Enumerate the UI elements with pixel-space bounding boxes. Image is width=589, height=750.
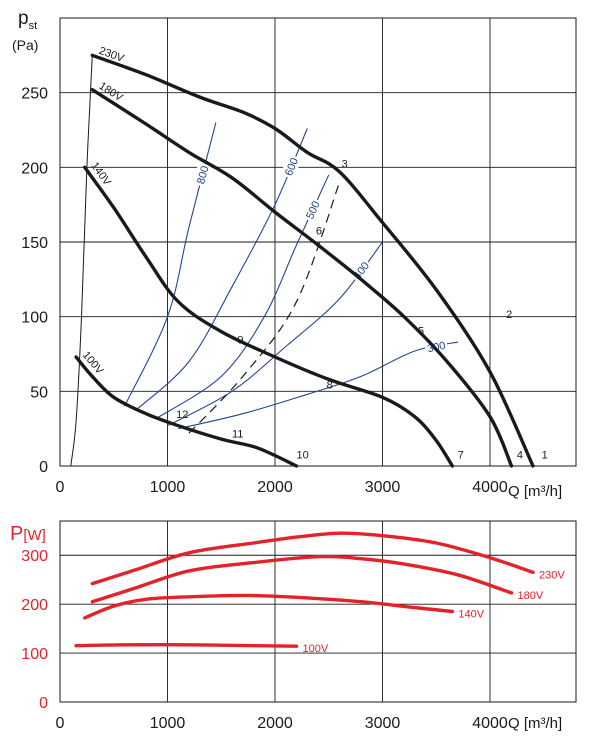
operating-point-1: 1: [542, 450, 548, 462]
pressure-x-tick-label: 4000: [472, 479, 508, 496]
pressure-curves: [74, 53, 535, 468]
pressure-curve-140V: [83, 165, 455, 468]
rpm-label-bg: [280, 153, 302, 180]
operating-point-11: 11: [232, 429, 243, 441]
envelope-line: [70, 55, 93, 467]
pressure-axis-unit: (Pa): [12, 37, 38, 53]
power-curve-label-230V: 230V: [539, 569, 565, 581]
power-chart-frame: [59, 520, 577, 703]
power-x-tick-label: 2000: [257, 715, 293, 732]
rpm-line-500: [156, 174, 330, 419]
rpm-line-600: [134, 128, 308, 412]
power-curves: [74, 531, 535, 648]
power-y-tick-label: 300: [21, 548, 48, 565]
pressure-x-tick-label: 2000: [257, 479, 293, 496]
flow-axis-title-bottom: Q [m³/h]: [508, 715, 562, 732]
power-x-tick-label: 3000: [365, 715, 401, 732]
power-curve-label-180V: 180V: [518, 590, 544, 602]
pressure-curve-100V: [74, 355, 299, 468]
operating-point-6: 6: [316, 226, 322, 238]
operating-point-12: 12: [176, 409, 188, 421]
pressure-y-tick-label: 100: [21, 310, 48, 327]
pressure-x-tick-label: 1000: [150, 479, 186, 496]
power-chart-grid: [60, 521, 576, 702]
pressure-y-tick-label: 250: [21, 86, 48, 103]
pressure-x-tick-label: 3000: [365, 479, 401, 496]
pressure-x-tick-label: 0: [56, 479, 65, 496]
rpm-label-800: 800: [195, 165, 211, 186]
operating-point-10: 10: [297, 450, 309, 462]
pressure-y-tick-label: 0: [39, 459, 48, 476]
operating-point-3: 3: [342, 158, 348, 170]
dashed-reference-line: [188, 182, 341, 434]
power-curve-100V: [74, 642, 299, 648]
pressure-chart-ticks: 0 1000 2000 3000 4000 0 50 100 150 200 250: [21, 86, 508, 496]
operating-point-9: 9: [237, 335, 243, 347]
dashed-line-group: [70, 55, 341, 467]
pressure-curve-180V: [90, 88, 514, 468]
power-x-tick-label: 4000: [472, 715, 508, 732]
power-curve-230V: [90, 531, 535, 586]
power-curve-140V: [83, 593, 455, 620]
pressure-curve-label-100V: 100V: [80, 349, 106, 377]
rpm-line-300: [178, 341, 458, 430]
power-x-tick-label: 0: [56, 715, 65, 732]
power-y-tick-label: 0: [39, 695, 48, 712]
power-axis-title: P[W]: [10, 523, 46, 545]
operating-point-5: 5: [418, 326, 424, 338]
power-curve-labels: 230V 180V 140V 100V: [303, 569, 566, 655]
pressure-curve-230V: [90, 53, 535, 468]
operating-point-7: 7: [458, 450, 464, 462]
power-chart-ticks: 0 1000 2000 3000 4000 0 100 200 300: [21, 548, 508, 732]
power-curve-180V: [90, 554, 514, 604]
power-curve-label-100V: 100V: [303, 643, 329, 655]
pressure-curve-label-140V: 140V: [88, 160, 113, 188]
pressure-axis-title: pst: [18, 8, 37, 32]
flow-axis-title-top: Q [m³/h]: [508, 483, 562, 500]
power-y-tick-label: 100: [21, 646, 48, 663]
pressure-y-tick-label: 50: [30, 384, 48, 401]
power-curve-label-140V: 140V: [458, 609, 484, 621]
pressure-y-tick-label: 150: [21, 235, 48, 252]
rpm-line-400: [167, 241, 383, 427]
operating-point-8: 8: [327, 379, 333, 391]
rpm-label-bg: [192, 162, 212, 188]
pressure-y-tick-label: 200: [21, 160, 48, 177]
pressure-chart-frame: [59, 17, 577, 467]
operating-point-2: 2: [506, 309, 512, 321]
power-y-tick-label: 200: [21, 597, 48, 614]
power-x-tick-label: 1000: [150, 715, 186, 732]
operating-point-4: 4: [517, 450, 523, 462]
rpm-label-bg: [348, 257, 374, 284]
rpm-label-bg: [301, 196, 324, 223]
